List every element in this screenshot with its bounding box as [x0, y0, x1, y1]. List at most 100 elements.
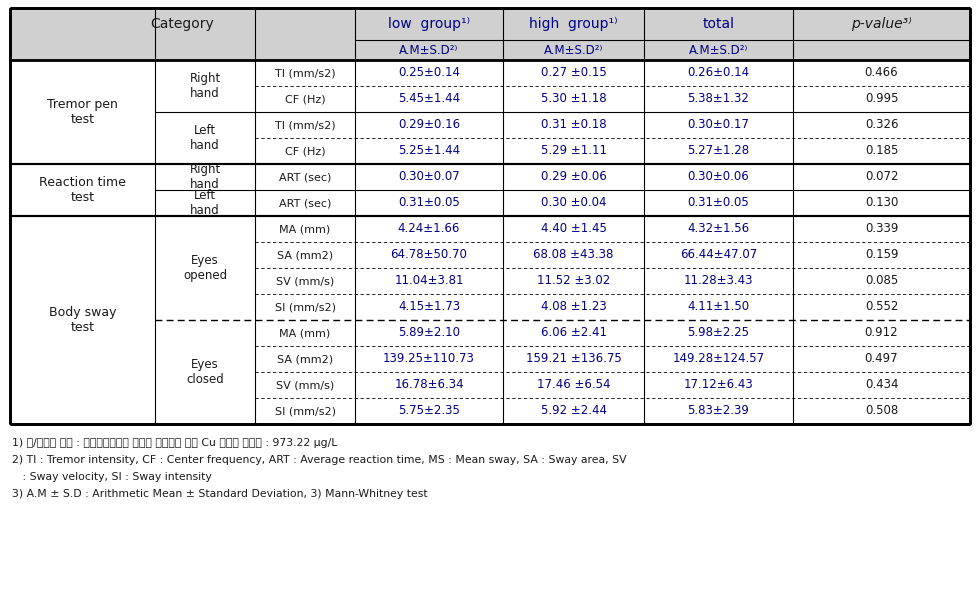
- Text: 11.04±3.81: 11.04±3.81: [394, 274, 464, 287]
- Bar: [10, 40, 355, 60]
- Text: SV (mm/s): SV (mm/s): [276, 380, 334, 390]
- Text: 4.40 ±1.45: 4.40 ±1.45: [541, 223, 607, 236]
- Text: 3) A.M ± S.D : Arithmetic Mean ± Standard Deviation, 3) Mann-Whitney test: 3) A.M ± S.D : Arithmetic Mean ± Standar…: [12, 489, 427, 499]
- Text: 0.912: 0.912: [864, 327, 899, 340]
- Text: Category: Category: [151, 17, 215, 31]
- Bar: [10, 86, 970, 112]
- Text: low  group¹⁾: low group¹⁾: [388, 17, 470, 31]
- Text: 0.25±0.14: 0.25±0.14: [398, 67, 460, 80]
- Text: total: total: [703, 17, 734, 31]
- Text: 0.30±0.07: 0.30±0.07: [398, 171, 460, 183]
- Text: 159.21 ±136.75: 159.21 ±136.75: [525, 352, 621, 365]
- Text: 11.28±3.43: 11.28±3.43: [684, 274, 754, 287]
- Text: 0.995: 0.995: [864, 92, 899, 105]
- Text: 16.78±6.34: 16.78±6.34: [394, 378, 464, 392]
- Text: MA (mm): MA (mm): [279, 328, 330, 338]
- Bar: [644, 8, 793, 40]
- Text: 2) TI : Tremor intensity, CF : Center frequency, ART : Average reaction time, MS: 2) TI : Tremor intensity, CF : Center fr…: [12, 455, 626, 465]
- Text: 5.89±2.10: 5.89±2.10: [398, 327, 460, 340]
- Text: 5.38±1.32: 5.38±1.32: [688, 92, 750, 105]
- Bar: [503, 40, 644, 60]
- Text: 11.52 ±3.02: 11.52 ±3.02: [537, 274, 611, 287]
- Text: 0.434: 0.434: [864, 378, 899, 392]
- Text: TI (mm/s2): TI (mm/s2): [274, 120, 335, 130]
- Text: 5.92 ±2.44: 5.92 ±2.44: [541, 405, 607, 418]
- Text: 0.26±0.14: 0.26±0.14: [687, 67, 750, 80]
- Text: 5.98±2.25: 5.98±2.25: [688, 327, 750, 340]
- Bar: [10, 138, 970, 164]
- Text: 68.08 ±43.38: 68.08 ±43.38: [533, 249, 613, 261]
- Text: 1) 상/하위군 분류 : 체위반응검사에 참여한 초등학생 혜중 Cu 농도의 중위수 : 973.22 μg/L: 1) 상/하위군 분류 : 체위반응검사에 참여한 초등학생 혜중 Cu 농도의…: [12, 438, 337, 448]
- Text: 0.085: 0.085: [865, 274, 898, 287]
- Text: 4.15±1.73: 4.15±1.73: [398, 300, 460, 314]
- Text: 0.339: 0.339: [864, 223, 899, 236]
- Text: 0.31±0.05: 0.31±0.05: [398, 196, 460, 209]
- Text: TI (mm/s2): TI (mm/s2): [274, 68, 335, 78]
- Bar: [355, 8, 503, 40]
- Bar: [10, 60, 970, 86]
- Text: 0.185: 0.185: [864, 145, 899, 158]
- Text: Left
hand: Left hand: [190, 124, 220, 152]
- Bar: [10, 216, 970, 242]
- Text: 0.30±0.06: 0.30±0.06: [688, 171, 750, 183]
- Text: 0.30 ±0.04: 0.30 ±0.04: [541, 196, 607, 209]
- Text: 17.46 ±6.54: 17.46 ±6.54: [537, 378, 611, 392]
- Text: A.M±S.D²⁾: A.M±S.D²⁾: [689, 43, 748, 57]
- Text: CF (Hz): CF (Hz): [284, 146, 325, 156]
- Bar: [10, 372, 970, 398]
- Text: 17.12±6.43: 17.12±6.43: [684, 378, 754, 392]
- Text: 0.552: 0.552: [864, 300, 899, 314]
- Text: Body sway
test: Body sway test: [49, 306, 117, 334]
- Text: 0.31±0.05: 0.31±0.05: [688, 196, 750, 209]
- Text: 5.29 ±1.11: 5.29 ±1.11: [541, 145, 607, 158]
- Bar: [644, 40, 793, 60]
- Text: CF (Hz): CF (Hz): [284, 94, 325, 104]
- Text: 5.25±1.44: 5.25±1.44: [398, 145, 460, 158]
- Text: Right
hand: Right hand: [189, 72, 220, 100]
- Bar: [10, 346, 970, 372]
- Bar: [793, 40, 970, 60]
- Text: MA (mm): MA (mm): [279, 224, 330, 234]
- Text: 4.08 ±1.23: 4.08 ±1.23: [541, 300, 607, 314]
- Text: 149.28±124.57: 149.28±124.57: [672, 352, 764, 365]
- Text: 4.24±1.66: 4.24±1.66: [398, 223, 461, 236]
- Text: Eyes
opened: Eyes opened: [183, 254, 227, 282]
- Text: 0.508: 0.508: [865, 405, 898, 418]
- Text: 0.30±0.17: 0.30±0.17: [688, 118, 750, 131]
- Text: Left
hand: Left hand: [190, 189, 220, 217]
- Text: 4.11±1.50: 4.11±1.50: [687, 300, 750, 314]
- Text: 0.130: 0.130: [864, 196, 899, 209]
- Text: 0.27 ±0.15: 0.27 ±0.15: [541, 67, 607, 80]
- Text: 0.072: 0.072: [864, 171, 899, 183]
- Text: 0.497: 0.497: [864, 352, 899, 365]
- Text: 64.78±50.70: 64.78±50.70: [391, 249, 467, 261]
- Text: 0.466: 0.466: [864, 67, 899, 80]
- Text: SI (mm/s2): SI (mm/s2): [274, 406, 335, 416]
- Text: 0.326: 0.326: [864, 118, 899, 131]
- Bar: [10, 164, 970, 190]
- Bar: [10, 8, 355, 40]
- Text: 6.06 ±2.41: 6.06 ±2.41: [541, 327, 607, 340]
- Text: A.M±S.D²⁾: A.M±S.D²⁾: [544, 43, 603, 57]
- Text: 5.75±2.35: 5.75±2.35: [398, 405, 460, 418]
- Text: 5.45±1.44: 5.45±1.44: [398, 92, 460, 105]
- Text: high  group¹⁾: high group¹⁾: [529, 17, 617, 31]
- Text: A.M±S.D²⁾: A.M±S.D²⁾: [399, 43, 459, 57]
- Bar: [10, 294, 970, 320]
- Text: SV (mm/s): SV (mm/s): [276, 276, 334, 286]
- Bar: [793, 8, 970, 40]
- Bar: [10, 398, 970, 424]
- Bar: [10, 320, 970, 346]
- Text: 5.83±2.39: 5.83±2.39: [688, 405, 750, 418]
- Text: 5.27±1.28: 5.27±1.28: [687, 145, 750, 158]
- Text: 0.159: 0.159: [864, 249, 899, 261]
- Bar: [10, 242, 970, 268]
- Text: SA (mm2): SA (mm2): [277, 354, 333, 364]
- Text: 4.32±1.56: 4.32±1.56: [687, 223, 750, 236]
- Text: 139.25±110.73: 139.25±110.73: [383, 352, 475, 365]
- Bar: [10, 268, 970, 294]
- Text: Eyes
closed: Eyes closed: [186, 358, 223, 386]
- Text: Right
hand: Right hand: [189, 163, 220, 191]
- Text: 0.29±0.16: 0.29±0.16: [398, 118, 460, 131]
- Text: ART (sec): ART (sec): [279, 198, 331, 208]
